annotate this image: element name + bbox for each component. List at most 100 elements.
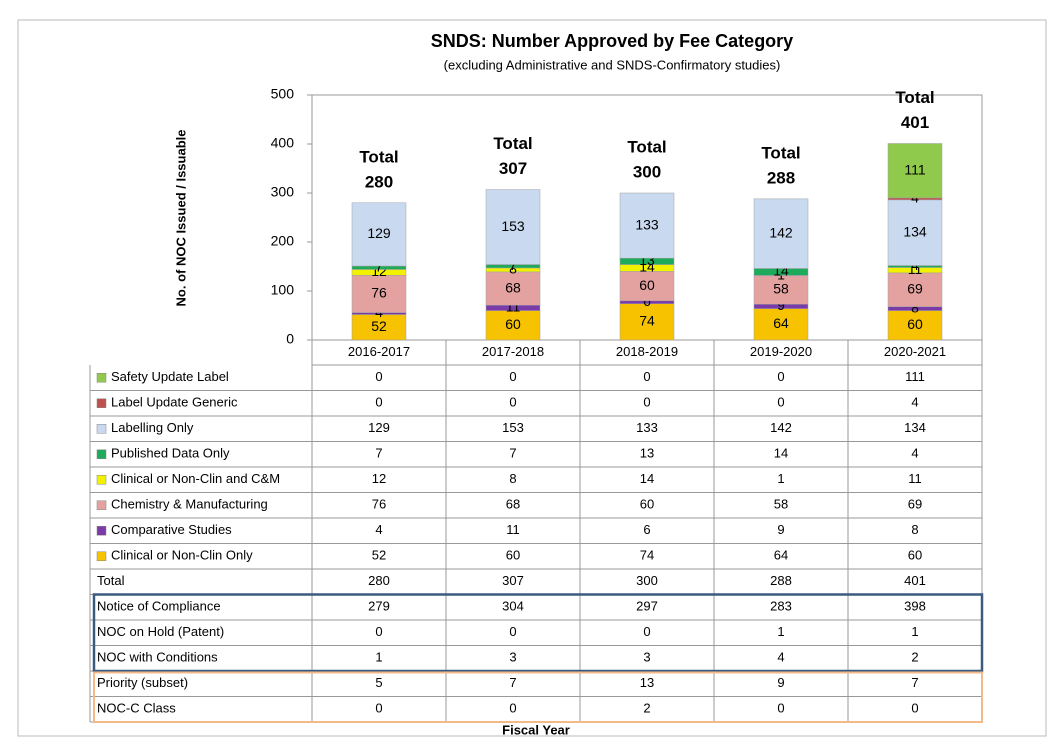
bar-segment (485, 271, 541, 306)
table-cell: 14 (774, 446, 788, 461)
data-label: 7 (375, 258, 383, 274)
table-cell: 0 (911, 701, 918, 716)
table-cell: 6 (643, 522, 650, 537)
table-cell: 2 (911, 650, 918, 665)
table-cell: 11 (908, 471, 922, 486)
legend-swatch (96, 500, 107, 510)
x-axis-title: Fiscal Year (502, 722, 570, 737)
table-cell: 129 (368, 420, 390, 435)
chart-title: SNDS: Number Approved by Fee Category (431, 31, 793, 51)
table-cell: 3 (643, 650, 650, 665)
total-label: Total (761, 143, 800, 162)
legend-swatch (96, 373, 107, 383)
total-label: Total (493, 134, 532, 153)
y-tick-label: 300 (271, 184, 295, 200)
row-label: Notice of Compliance (97, 599, 221, 614)
table-cell: 76 (372, 497, 386, 512)
total-value: 401 (901, 113, 929, 132)
table-cell: 64 (774, 548, 788, 563)
data-label: 60 (505, 316, 521, 332)
bar-segment (887, 310, 943, 341)
table-cell: 0 (643, 624, 650, 639)
table-cell: 60 (506, 548, 520, 563)
table-cell: 13 (640, 675, 654, 690)
legend-swatch (96, 398, 107, 408)
table-cell: 134 (904, 420, 926, 435)
table-cell: 11 (506, 522, 520, 537)
data-label: 7 (509, 257, 517, 273)
frame (17, 19, 1047, 737)
table-cell: 142 (770, 420, 792, 435)
total-label: Total (895, 88, 934, 107)
data-label: 8 (911, 299, 919, 315)
table-cell: 0 (375, 369, 382, 384)
table-cell: 60 (640, 497, 654, 512)
y-axis-title: No. of NOC Issued / Issuable (173, 130, 188, 307)
table-cell: 58 (774, 497, 788, 512)
table-cell: 1 (777, 624, 784, 639)
table-cell: 7 (509, 446, 516, 461)
bar-segment (619, 192, 675, 259)
data-label: 9 (777, 297, 785, 313)
table-cell: 153 (502, 420, 524, 435)
y-tick-label: 200 (271, 233, 295, 249)
table-cell: 13 (640, 446, 654, 461)
row-label: NOC on Hold (Patent) (97, 624, 224, 639)
row-label: Safety Update Label (111, 369, 229, 384)
table-cell: 52 (372, 548, 386, 563)
table-cell: 0 (777, 395, 784, 410)
bar-segment (619, 271, 675, 302)
legend-swatch (96, 551, 107, 561)
data-label: 60 (639, 277, 655, 293)
bar-segment (887, 199, 943, 266)
group-box (93, 671, 983, 723)
data-label: 68 (505, 279, 521, 295)
x-tick-label: 2020-2021 (884, 344, 946, 359)
table-cell: 297 (636, 599, 658, 614)
y-tick-label: 500 (271, 86, 295, 102)
y-tick-label: 100 (271, 282, 295, 298)
legend-swatch (96, 449, 107, 459)
data-label: 64 (773, 315, 789, 331)
data-label: 58 (773, 281, 789, 297)
total-value: 307 (499, 159, 527, 178)
table-cell: 14 (640, 471, 654, 486)
table-cell: 0 (375, 395, 382, 410)
total-label: Total (359, 147, 398, 166)
group-box (92, 593, 984, 673)
table-cell: 0 (509, 395, 516, 410)
bar-segment (351, 314, 407, 341)
table-cell: 4 (911, 446, 918, 461)
row-label: Priority (subset) (97, 675, 188, 690)
data-label: 52 (371, 318, 387, 334)
chart-subtitle: (excluding Administrative and SNDS-Confi… (444, 57, 781, 72)
table-cell: 133 (636, 420, 658, 435)
table-cell: 288 (770, 573, 792, 588)
table-cell: 1 (375, 650, 382, 665)
table-cell: 69 (908, 497, 922, 512)
bar-segment (753, 308, 809, 341)
data-label: 134 (903, 223, 927, 239)
table-cell: 9 (777, 522, 784, 537)
table-cell: 9 (777, 675, 784, 690)
row-label: Labelling Only (111, 420, 194, 435)
row-label: NOC with Conditions (97, 650, 218, 665)
y-tick-label: 0 (286, 331, 294, 347)
x-tick-label: 2016-2017 (348, 344, 410, 359)
table-cell: 7 (509, 675, 516, 690)
table-cell: 7 (911, 675, 918, 690)
table-cell: 300 (636, 573, 658, 588)
table-cell: 279 (368, 599, 390, 614)
table-cell: 283 (770, 599, 792, 614)
table-cell: 0 (509, 701, 516, 716)
table-cell: 0 (643, 369, 650, 384)
table-cell: 5 (375, 675, 382, 690)
data-label: 111 (904, 161, 925, 177)
row-label: Clinical or Non-Clin Only (111, 548, 253, 563)
table-cell: 68 (506, 497, 520, 512)
data-label: 76 (371, 285, 387, 301)
legend-swatch (96, 475, 107, 485)
row-label: Chemistry & Manufacturing (111, 497, 268, 512)
x-tick-label: 2019-2020 (750, 344, 812, 359)
